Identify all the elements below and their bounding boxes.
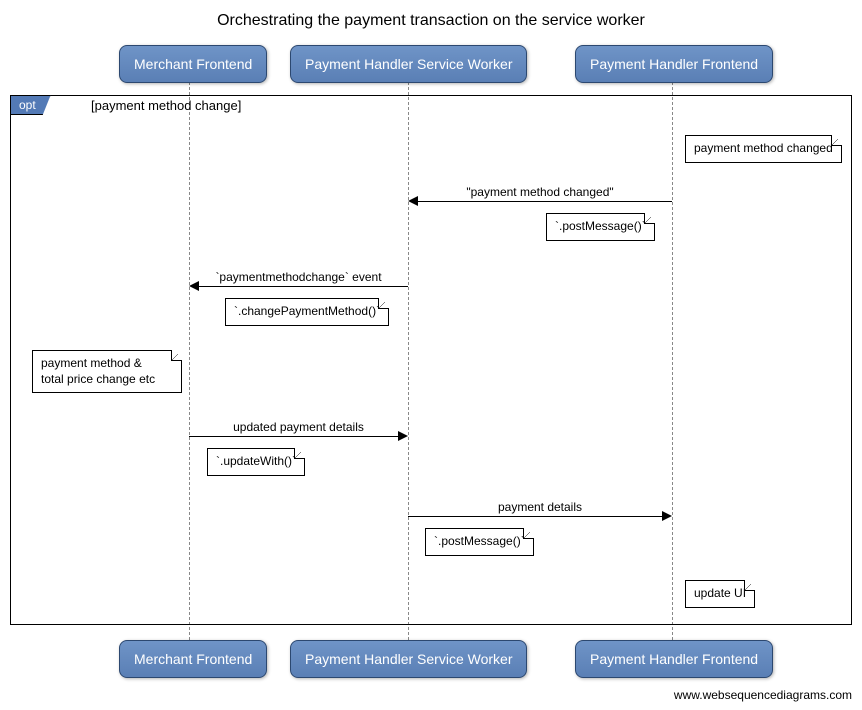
arrow-4: [408, 516, 662, 517]
actor-label: Merchant Frontend: [134, 56, 252, 72]
actor-label: Payment Handler Service Worker: [305, 56, 512, 72]
arrow-1: [418, 201, 672, 202]
note-text-line1: payment method &: [41, 356, 142, 370]
arrow-head-1: [408, 196, 418, 206]
watermark: www.websequencediagrams.com: [674, 688, 852, 702]
note-text: `.postMessage()`: [555, 219, 646, 233]
actor-label: Payment Handler Service Worker: [305, 651, 512, 667]
msg-label-4: payment details: [408, 500, 672, 514]
fragment-condition: [payment method change]: [91, 98, 241, 113]
arrow-head-2: [189, 281, 199, 291]
actor-worker-bot: Payment Handler Service Worker: [290, 640, 527, 678]
diagram-title: Orchestrating the payment transaction on…: [0, 12, 862, 30]
actor-label: Payment Handler Frontend: [590, 56, 758, 72]
note-payment-changed: payment method changed: [685, 135, 842, 163]
note-text-line2: total price change etc: [41, 372, 155, 386]
actor-merchant-top: Merchant Frontend: [119, 45, 267, 83]
msg-label-2: `paymentmethodchange` event: [189, 270, 408, 284]
note-postmessage-1: `.postMessage()`: [546, 213, 655, 241]
msg-label-1: "payment method changed": [408, 185, 672, 199]
actor-label: Merchant Frontend: [134, 651, 252, 667]
actor-worker-top: Payment Handler Service Worker: [290, 45, 527, 83]
arrow-head-4: [662, 511, 672, 521]
msg-label-3: updated payment details: [189, 420, 408, 434]
actor-frontend-top: Payment Handler Frontend: [575, 45, 773, 83]
note-text: payment method changed: [694, 141, 833, 155]
note-postmessage-2: `.postMessage()`: [425, 528, 534, 556]
actor-frontend-bot: Payment Handler Frontend: [575, 640, 773, 678]
note-changepaymentmethod: `.changePaymentMethod()`: [225, 298, 389, 326]
note-price-change: payment method & total price change etc: [32, 350, 182, 393]
note-text: `.updateWith()`: [216, 454, 296, 468]
note-updatewith: `.updateWith()`: [207, 448, 305, 476]
actor-merchant-bot: Merchant Frontend: [119, 640, 267, 678]
arrow-head-3: [398, 431, 408, 441]
arrow-3: [189, 436, 398, 437]
arrow-2: [199, 286, 408, 287]
note-text: `.postMessage()`: [434, 534, 525, 548]
note-update-ui: update UI: [685, 580, 755, 608]
note-text: update UI: [694, 586, 746, 600]
note-text: `.changePaymentMethod()`: [234, 304, 380, 318]
actor-label: Payment Handler Frontend: [590, 651, 758, 667]
fragment-label: opt: [10, 95, 51, 115]
